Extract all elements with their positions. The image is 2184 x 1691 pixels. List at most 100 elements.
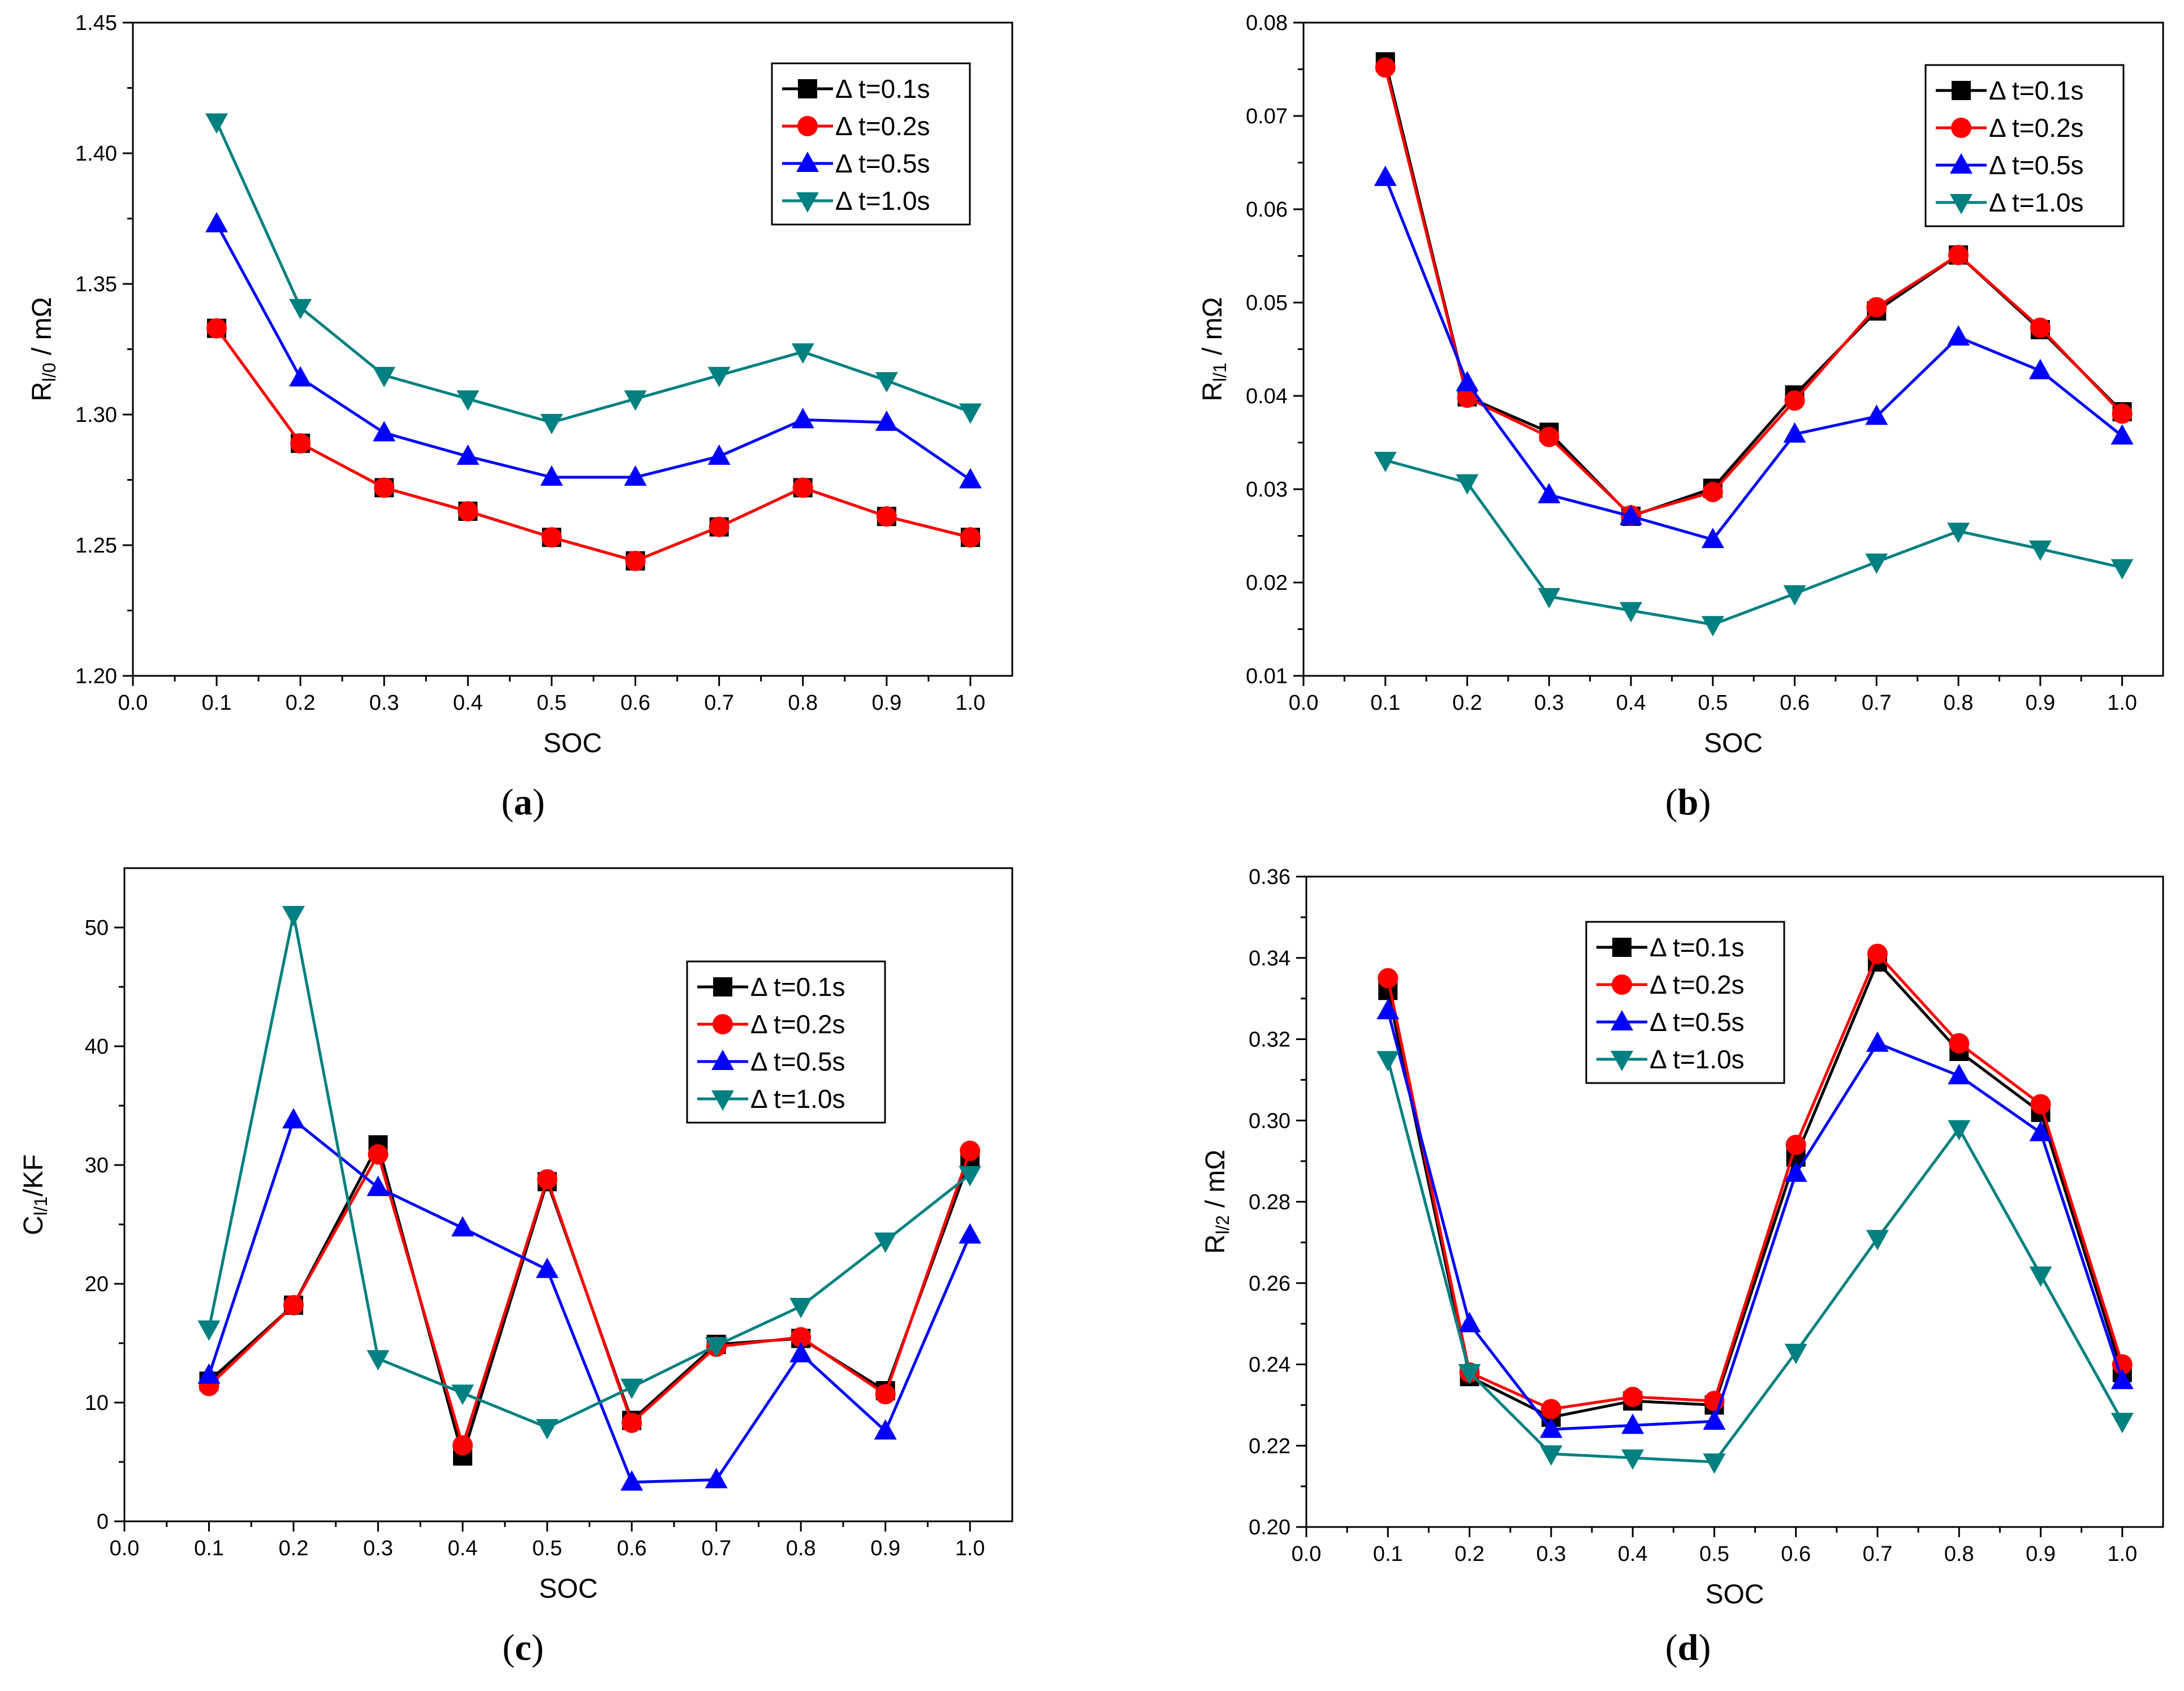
data-point bbox=[366, 1175, 390, 1196]
data-point bbox=[621, 1412, 642, 1433]
data-point bbox=[536, 1257, 559, 1278]
data-point bbox=[366, 1350, 390, 1371]
data-point bbox=[1621, 1413, 1645, 1434]
data-point bbox=[1948, 1064, 1971, 1085]
data-point bbox=[791, 408, 814, 429]
y-axis-title-main: R bbox=[27, 382, 57, 402]
legend-swatch-marker bbox=[1612, 974, 1632, 995]
data-point bbox=[1374, 165, 1397, 186]
x-tick-label: 0.5 bbox=[1699, 1542, 1729, 1566]
series-line bbox=[1386, 1059, 2124, 1464]
x-tick-label: 0.2 bbox=[1452, 691, 1482, 715]
chart-panel-a: 0.0 0.1 0.2 0.3 0.4 0.5 0.6 0.7 0.8 0.9 1.0 1.20 1.2… bbox=[27, 11, 1013, 823]
x-tick-label: 0.0 bbox=[1289, 691, 1319, 715]
x-tick-label: 0.9 bbox=[2025, 691, 2055, 715]
data-point bbox=[457, 501, 478, 521]
x-axis-title: SOC bbox=[1705, 1580, 1764, 1610]
legend: Δ t=0.1s Δ t=0.2s Δ t=0.5s Δ t=1.0s bbox=[1924, 64, 2125, 227]
data-point bbox=[205, 212, 228, 232]
y-tick-label: 30 bbox=[85, 1154, 109, 1177]
legend-entry-label: Δ t=0.2s bbox=[835, 111, 930, 141]
x-tick-label: 0.2 bbox=[279, 1537, 309, 1560]
y-tick-label: 0.08 bbox=[1246, 11, 1288, 35]
legend-entry-label: Δ t=0.5s bbox=[1989, 150, 2084, 180]
data-point bbox=[368, 1144, 389, 1165]
x-tick-label: 0.5 bbox=[532, 1537, 562, 1560]
y-tick-label: 0.22 bbox=[1249, 1434, 1290, 1458]
data-point bbox=[2028, 540, 2052, 561]
y-tick-label: 1.40 bbox=[75, 142, 117, 166]
y-tick-label: 0.02 bbox=[1246, 571, 1288, 595]
legend-swatch-marker bbox=[1611, 1010, 1633, 1030]
data-point bbox=[374, 477, 395, 498]
data-point bbox=[1866, 297, 1887, 318]
x-tick-label: 0.1 bbox=[194, 1537, 224, 1560]
y-axis-title-unit: / mΩ bbox=[1201, 1150, 1231, 1215]
data-point bbox=[876, 506, 897, 527]
data-point bbox=[1783, 422, 1806, 443]
series-line bbox=[208, 1150, 972, 1447]
caption-open: ( bbox=[1665, 1627, 1678, 1668]
y-tick-label: 0 bbox=[97, 1510, 109, 1534]
y-axis-title-subscript: l/1 bbox=[31, 1197, 51, 1216]
data-point bbox=[1947, 325, 1970, 346]
caption-letter: c bbox=[515, 1627, 531, 1668]
data-point bbox=[2110, 1413, 2134, 1434]
data-point bbox=[875, 410, 898, 431]
data-point bbox=[707, 366, 731, 387]
data-point bbox=[792, 477, 813, 498]
data-point bbox=[705, 1337, 728, 1358]
data-point bbox=[1702, 481, 1723, 502]
y-tick-label: 0.28 bbox=[1249, 1190, 1290, 1214]
data-point bbox=[624, 465, 647, 486]
data-point bbox=[707, 444, 731, 465]
series-line bbox=[1386, 960, 2124, 1419]
series-line bbox=[1385, 459, 2123, 626]
x-tick-label: 0.4 bbox=[1618, 1542, 1648, 1566]
x-tick-label: 0.4 bbox=[453, 691, 483, 715]
data-point bbox=[1458, 1364, 1481, 1384]
legend-entry-label: Δ t=0.2s bbox=[1650, 970, 1745, 999]
caption-letter: d bbox=[1678, 1627, 1699, 1668]
legend-entry-label: Δ t=0.1s bbox=[835, 74, 930, 103]
data-point bbox=[874, 1419, 897, 1440]
y-tick-label: 50 bbox=[85, 916, 109, 940]
data-point bbox=[456, 444, 480, 465]
y-axis-title: Rl/0 / mΩ bbox=[27, 297, 59, 401]
data-point bbox=[1784, 1161, 1807, 1182]
data-point bbox=[1538, 482, 1561, 503]
x-tick-label: 0.9 bbox=[2026, 1542, 2056, 1566]
x-tick-label: 0.5 bbox=[537, 691, 567, 715]
x-tick-label: 0.9 bbox=[871, 691, 901, 715]
y-tick-label: 0.30 bbox=[1249, 1109, 1290, 1133]
data-point bbox=[1539, 426, 1560, 447]
data-point bbox=[875, 372, 898, 392]
x-tick-label: 0.3 bbox=[363, 1537, 393, 1560]
legend-swatch-marker bbox=[798, 79, 817, 98]
data-point bbox=[2029, 1120, 2052, 1141]
x-tick-label: 0.3 bbox=[1536, 1542, 1566, 1566]
legend-entry-label: Δ t=0.5s bbox=[750, 1047, 845, 1076]
caption-letter: b bbox=[1678, 782, 1699, 823]
data-point bbox=[1703, 1453, 1726, 1474]
data-point bbox=[1374, 451, 1397, 472]
chart-panel-d: 0.0 0.1 0.2 0.3 0.4 0.5 0.6 0.7 0.8 0.9 1.0 0.20 0.2… bbox=[1201, 865, 2164, 1668]
legend-swatch-marker bbox=[797, 116, 818, 136]
x-tick-label: 0.8 bbox=[1944, 1542, 1974, 1566]
data-point bbox=[1949, 1033, 1970, 1054]
x-tick-label: 0.0 bbox=[118, 691, 148, 715]
data-point bbox=[959, 1166, 982, 1187]
y-tick-label: 1.25 bbox=[75, 534, 117, 558]
y-tick-label: 0.04 bbox=[1246, 385, 1288, 408]
y-tick-label: 1.20 bbox=[75, 665, 117, 688]
y-tick-label: 0.34 bbox=[1249, 947, 1290, 970]
y-axis-title: Cl/1/KF bbox=[19, 1154, 51, 1235]
data-point bbox=[2030, 317, 2051, 338]
data-point bbox=[197, 1363, 221, 1384]
x-tick-label: 0.2 bbox=[1454, 1542, 1484, 1566]
data-point bbox=[620, 1470, 644, 1491]
caption-close: ) bbox=[1698, 1627, 1711, 1668]
data-point bbox=[452, 1435, 473, 1456]
legend-swatch-marker bbox=[1612, 938, 1631, 957]
data-point bbox=[960, 527, 981, 548]
